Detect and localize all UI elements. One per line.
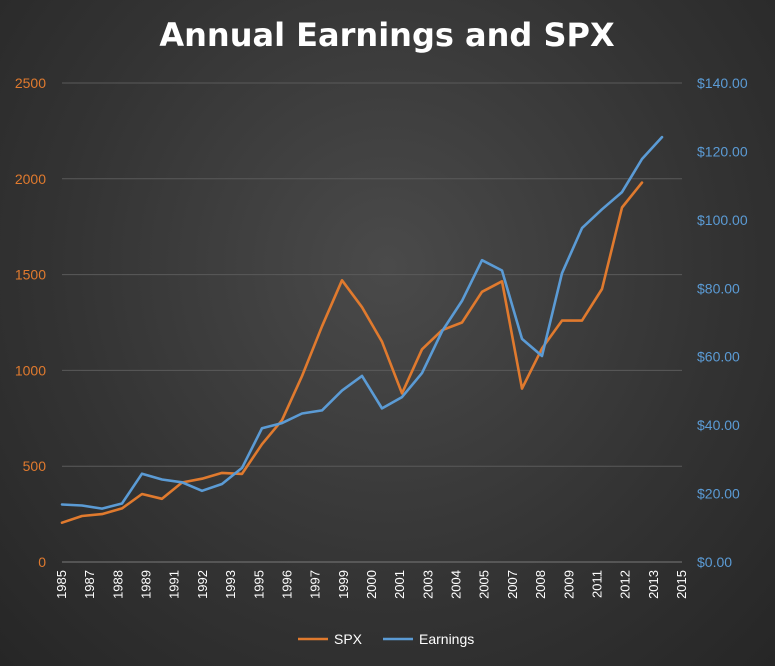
x-tick-label: 2000 (364, 570, 379, 599)
chart-title: Annual Earnings and SPX (159, 16, 615, 54)
y-right-tick-label: $40.00 (697, 417, 740, 433)
x-tick-label: 1988 (110, 570, 125, 599)
y-right-tick-label: $140.00 (697, 75, 748, 91)
x-tick-label: 1989 (139, 570, 154, 599)
x-tick-label: 2003 (420, 570, 435, 599)
y-right-tick-label: $120.00 (697, 143, 748, 159)
x-tick-label: 2013 (646, 570, 661, 599)
x-tick-label: 1993 (223, 570, 238, 599)
x-tick-label: 1991 (167, 570, 182, 599)
x-tick-label: 2011 (589, 570, 604, 598)
legend-label-earnings: Earnings (419, 631, 474, 647)
x-tick-label: 2005 (477, 570, 492, 599)
y-left-tick-label: 1000 (15, 362, 46, 378)
y-left-tick-label: 0 (38, 554, 46, 570)
x-tick-label: 1987 (82, 570, 97, 599)
x-tick-label: 2009 (561, 570, 576, 599)
y-right-tick-label: $0.00 (697, 554, 732, 570)
y-right-tick-label: $60.00 (697, 349, 740, 365)
gridlines (62, 82, 682, 563)
x-tick-label: 2008 (533, 570, 548, 599)
y-left-axis: 0 500 1000 1500 2000 2500 (15, 75, 46, 570)
x-tick-label: 2004 (449, 570, 464, 599)
x-tick-label: 2015 (674, 570, 689, 599)
x-tick-label: 1985 (54, 570, 69, 599)
y-right-tick-label: $100.00 (697, 212, 748, 228)
x-axis: 1985 1987 1988 1989 1991 1992 1993 1995 1996 1997… (54, 570, 689, 599)
x-tick-label: 1997 (308, 570, 323, 599)
x-tick-label: 1996 (279, 570, 294, 599)
x-tick-label: 2007 (505, 570, 520, 599)
x-tick-label: 1992 (195, 570, 210, 599)
x-tick-label: 2001 (392, 570, 407, 599)
y-right-tick-label: $20.00 (697, 486, 740, 502)
series-line-earnings (60, 135, 664, 510)
series-line-spx (60, 181, 644, 525)
y-left-tick-label: 1500 (15, 267, 46, 283)
y-left-tick-label: 2000 (15, 171, 46, 187)
x-tick-label: 1995 (251, 570, 266, 599)
legend-label-spx: SPX (334, 631, 363, 647)
series-layer (60, 135, 664, 525)
y-left-tick-label: 2500 (15, 75, 46, 91)
x-tick-label: 1999 (336, 570, 351, 599)
y-left-tick-label: 500 (23, 458, 47, 474)
y-right-axis: $0.00 $20.00 $40.00 $60.00 $80.00 $100.00 $120… (697, 75, 748, 570)
y-right-tick-label: $80.00 (697, 280, 740, 296)
legend: SPX Earnings (298, 631, 474, 647)
x-tick-label: 2012 (618, 570, 633, 599)
